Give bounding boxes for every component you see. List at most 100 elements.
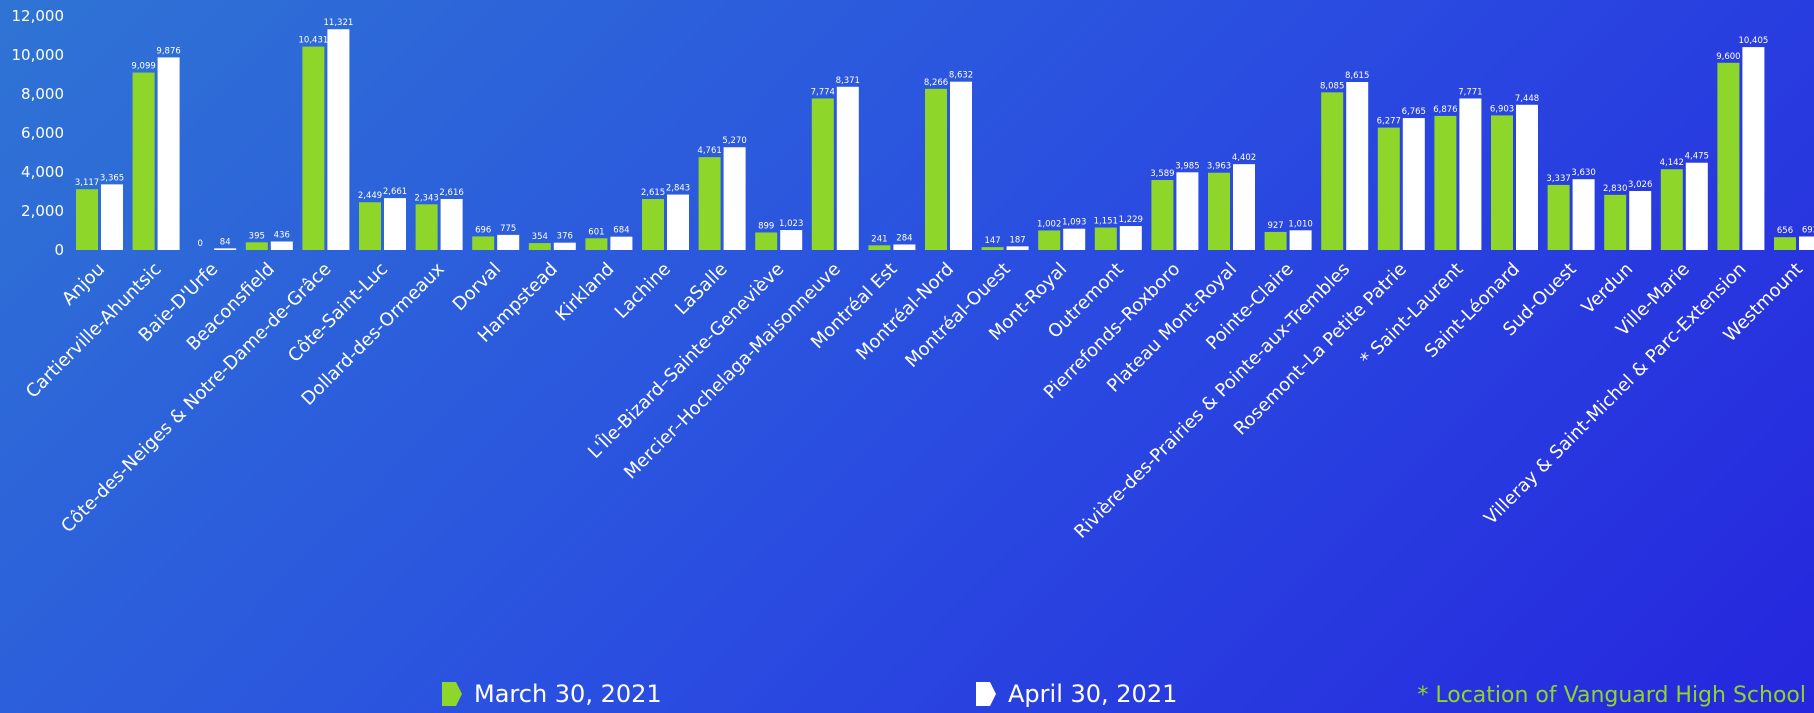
bar-march [868,245,891,250]
bar-march [585,238,608,250]
data-label: 2,449 [358,191,382,201]
bar-april [1119,226,1142,250]
bar-april [1006,246,1029,250]
bar-april [780,230,803,250]
data-label: 6,277 [1377,117,1401,127]
y-tick-label: 4,000 [21,163,64,181]
data-label: 8,266 [924,78,948,88]
data-label: 601 [588,227,604,237]
bar-march [981,247,1004,250]
legend-item-april: April 30, 2021 [976,680,1177,708]
data-label: 656 [1777,226,1793,236]
data-label: 10,405 [1739,36,1769,46]
data-label: 3,630 [1571,168,1595,178]
legend-swatch-march [442,682,462,706]
data-label: 84 [220,237,231,247]
y-tick-label: 8,000 [21,85,64,103]
data-label: 7,448 [1515,94,1539,104]
data-label: 8,615 [1345,71,1369,81]
data-label: 3,365 [100,173,124,183]
data-label: 7,774 [811,87,835,97]
data-label: 3,589 [1150,169,1174,179]
bar-april [1346,82,1369,250]
data-label: 9,876 [156,46,180,56]
data-label: 376 [557,232,573,242]
bar-april [723,147,746,250]
data-label: 1,023 [779,219,803,229]
bar-april [1799,236,1814,250]
data-label: 7,771 [1458,87,1482,97]
data-label: 436 [274,230,290,240]
bar-march [1264,231,1287,250]
bar-march [1094,227,1117,250]
bar-march [1208,172,1230,250]
bar-march [1377,127,1400,250]
x-tick-label: Montréal-Ouest [901,259,1014,372]
x-tick-label: Kirkland [552,259,619,326]
data-label: 3,337 [1546,174,1570,184]
bar-april [157,57,180,250]
x-tick-label: Côte-des-Neiges & Notre-Dame-de-Grâce [57,259,335,537]
x-tick-label: Anjou [58,259,109,310]
data-label: 684 [613,226,629,236]
bar-april [950,81,972,251]
data-label: 395 [249,231,265,241]
bar-april [836,86,859,250]
data-label: 8,085 [1320,81,1344,91]
data-label: 11,321 [324,18,354,28]
bar-april [270,241,293,250]
data-label: 4,475 [1685,152,1709,162]
y-tick-label: 10,000 [12,46,65,64]
bar-march [1774,237,1796,250]
data-label: 9,099 [131,62,155,72]
data-label: 187 [1009,235,1025,245]
bar-april [1629,190,1652,250]
bar-april [440,198,463,250]
data-label: 3,985 [1175,161,1199,171]
bar-april [214,248,237,250]
y-tick-label: 6,000 [21,124,64,142]
data-label: 2,661 [383,187,407,197]
bar-april [553,242,576,250]
bar-april [497,234,520,250]
bar-april [327,29,350,251]
x-tick-label: Lachine [611,259,675,323]
bar-march [925,88,947,250]
data-label: 3,963 [1207,162,1231,172]
bar-march [755,232,778,250]
x-tick-label: Villeray & Saint-Michel & Parc-Extension [1480,259,1750,529]
data-label: 775 [500,224,516,234]
bar-march [1038,230,1061,250]
x-tick-label: Côte-Saint-Luc [284,259,392,367]
y-tick-label: 2,000 [21,202,64,220]
bar-april [1516,104,1538,250]
data-label: 5,270 [722,136,746,146]
bar-april [101,184,123,250]
bar-march [245,242,268,250]
data-label: 2,343 [414,193,438,203]
legend-item-march: March 30, 2021 [442,680,662,708]
bar-april [610,236,633,250]
data-label: 899 [758,221,774,231]
data-label: 6,876 [1433,105,1457,115]
data-label: 4,142 [1660,158,1684,168]
bar-march [642,199,664,250]
bar-april [1742,47,1765,250]
bar-march [302,46,325,250]
data-label: 8,371 [836,76,860,86]
bar-april [1402,118,1425,251]
data-label: 6,903 [1490,104,1514,114]
bar-april [1176,172,1199,250]
bar-march [1604,194,1627,250]
bar-march [528,243,551,250]
data-label: 1,151 [1094,217,1118,227]
data-label: 354 [532,232,548,242]
x-tick-label: Montréal-Nord [852,259,958,365]
bar-april [1289,230,1312,250]
bar-april [667,194,689,250]
data-label: 0 [197,239,202,249]
bar-april [1459,98,1482,250]
y-tick-label: 12,000 [12,7,65,25]
data-label: 2,615 [641,188,665,198]
bar-march [1660,169,1683,250]
